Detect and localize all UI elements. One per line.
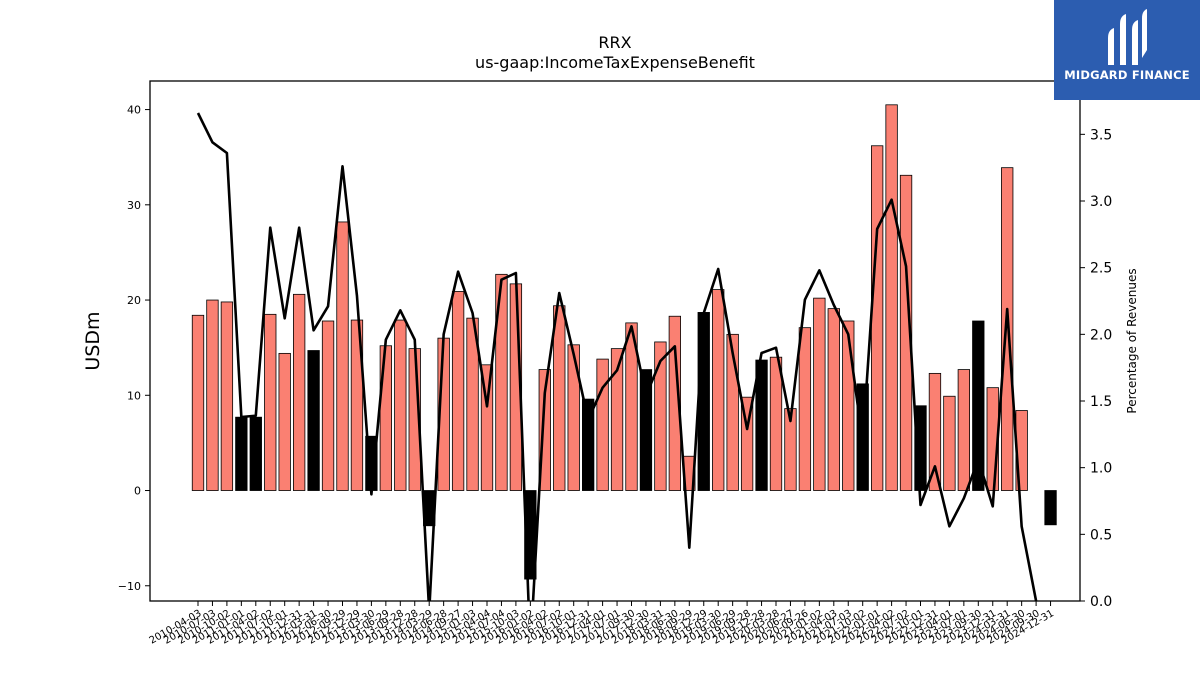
y2-tick-label: 1.0	[1090, 461, 1112, 477]
y2-tick-label: 2.0	[1090, 327, 1112, 343]
bar-2016-12-31	[582, 398, 595, 491]
bar-2020-06-27	[784, 408, 797, 491]
y2-tick-label: 3.5	[1090, 127, 1112, 143]
bar-2012-09-29	[336, 221, 349, 491]
plot-frame	[149, 80, 1081, 602]
y-tick-label: 10	[127, 389, 141, 402]
bar-2021-07-03	[842, 320, 855, 491]
bar-2019-12-28	[755, 359, 768, 491]
bar-2015-07-04	[495, 273, 508, 491]
bar-2017-04-01	[596, 358, 609, 491]
bar-2010-10-02	[220, 301, 234, 491]
bar-2023-07-01	[957, 369, 970, 491]
bar-2010-07-03	[206, 299, 219, 491]
y-tick-label: 20	[127, 294, 141, 307]
bar-2018-12-29	[697, 312, 710, 491]
bar-2017-12-30	[639, 369, 653, 491]
bar-2016-07-02	[553, 305, 566, 491]
bar-2023-04-01	[943, 395, 956, 491]
y-tick-label: 0	[134, 485, 141, 498]
line-group	[196, 112, 1039, 601]
y2-tick-label: 3.0	[1090, 194, 1112, 210]
revenue-percentage-line	[196, 112, 1039, 601]
chart-title: RRX	[598, 33, 631, 52]
bar-2019-03-30	[712, 289, 725, 491]
bar-2023-09-30	[972, 320, 985, 491]
bar-2022-04-02	[885, 104, 898, 491]
bar-2012-06-30	[321, 320, 335, 491]
bar-2017-09-30	[625, 322, 638, 491]
bar-2019-09-28	[740, 396, 754, 491]
bar-2011-04-02	[249, 416, 262, 491]
bar-2012-12-29	[350, 319, 364, 491]
bar-2021-04-03	[827, 308, 840, 491]
y-tick-label: 30	[127, 199, 141, 212]
axes-group: −100102030400.00.51.01.52.02.53.03.52010…	[118, 80, 1112, 647]
bar-2016-04-02	[538, 369, 551, 491]
bar-2020-09-26	[798, 327, 812, 491]
bar-2012-03-31	[307, 350, 320, 491]
bar-2017-07-01	[610, 348, 624, 491]
y2-tick-label: 2.5	[1090, 261, 1112, 277]
bar-2024-12-31	[1044, 490, 1057, 526]
logo-mark-icon	[1108, 9, 1147, 65]
brand-logo: MIDGARD FINANCE	[1054, 0, 1200, 100]
bar-2024-03-31	[1001, 167, 1014, 491]
bar-2013-09-28	[394, 319, 407, 491]
bar-2019-06-29	[726, 333, 739, 491]
bar-2021-01-02	[813, 297, 826, 491]
bar-2022-01-01	[871, 145, 884, 491]
y2-axis-label: Percentage of Revenues	[1125, 268, 1139, 413]
y-axis-label: USDm	[82, 311, 104, 370]
bars-group	[191, 104, 1057, 580]
bar-2014-09-27	[451, 291, 465, 491]
y2-tick-label: 0.5	[1090, 527, 1112, 543]
bar-2022-07-02	[899, 174, 913, 491]
y-tick-label: 40	[127, 104, 141, 117]
bar-2018-06-30	[668, 315, 681, 491]
bar-2011-07-02	[264, 313, 277, 491]
bar-2011-12-31	[292, 293, 306, 491]
bar-2011-01-01	[235, 416, 248, 491]
y-tick-label: −10	[118, 580, 141, 593]
bar-2011-10-01	[278, 352, 291, 491]
bar-2018-03-31	[654, 341, 667, 491]
brand-name: MIDGARD FINANCE	[1064, 68, 1190, 82]
bar-2015-04-04	[480, 364, 494, 491]
bar-2010-04-03	[191, 314, 205, 491]
bar-2022-12-31	[928, 372, 942, 491]
chart-subtitle: us-gaap:IncomeTaxExpenseBenefit	[475, 53, 755, 72]
bar-2020-03-28	[769, 356, 783, 491]
bar-2013-06-29	[379, 345, 393, 491]
y2-tick-label: 1.5	[1090, 394, 1112, 410]
y2-tick-label: 0.0	[1090, 594, 1112, 610]
bar-2016-10-01	[567, 344, 580, 491]
